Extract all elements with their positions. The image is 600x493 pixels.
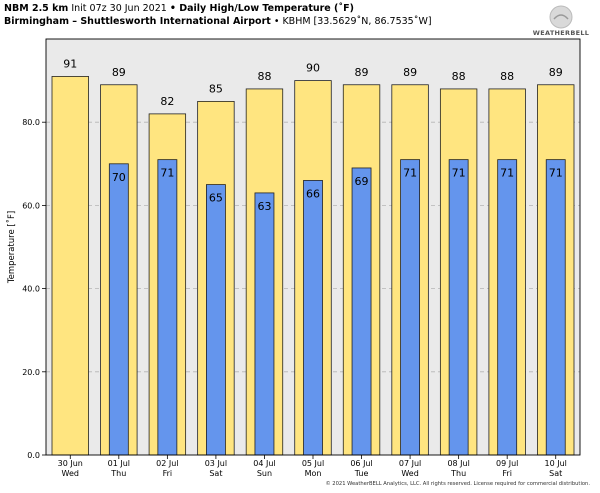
x-tick-day: Sat: [209, 469, 222, 478]
high-temp-label: 89: [549, 66, 563, 79]
high-temp-label: 88: [257, 70, 271, 83]
low-temp-bar: [400, 159, 420, 456]
low-temp-label: 71: [500, 167, 514, 180]
low-temp-bar: [206, 184, 226, 456]
x-tick-day: Mon: [305, 469, 322, 478]
x-tick-date: 10 Jul: [545, 459, 567, 468]
chart-header-line-1: NBM 2.5 km Init 07z 30 Jun 2021 • Daily …: [4, 3, 354, 14]
x-tick-date: 30 Jun: [58, 459, 83, 468]
x-tick-date: 04 Jul: [253, 459, 275, 468]
low-temp-label: 69: [355, 175, 369, 188]
x-tick-date: 06 Jul: [350, 459, 372, 468]
low-temp-bar: [448, 159, 469, 456]
low-temp-bar: [108, 163, 129, 456]
copyright-notice: © 2021 WeatherBELL Analytics, LLC. All r…: [325, 481, 590, 487]
init-time: Init 07z 30 Jun 2021: [71, 3, 167, 14]
low-temp-label: 71: [549, 167, 563, 180]
plot-frame: [45, 38, 581, 456]
x-tick-day: Wed: [62, 469, 79, 478]
low-temp-label: 70: [112, 171, 126, 184]
high-temp-label: 91: [63, 57, 77, 70]
y-tick-label: 60.0: [22, 201, 40, 210]
low-temp-label: 65: [209, 192, 223, 205]
model-name: NBM 2.5 km: [4, 3, 69, 14]
y-tick-label: 40.0: [22, 285, 40, 294]
y-tick-label: 0.0: [27, 451, 40, 460]
low-temp-label: 71: [403, 167, 417, 180]
weatherbell-logo: WEATHERBELL: [533, 5, 589, 37]
x-tick-date: 02 Jul: [156, 459, 178, 468]
low-temp-label: 71: [160, 167, 174, 180]
x-tick-day: Thu: [450, 469, 466, 478]
low-temp-bar: [157, 159, 178, 456]
high-temp-label: 88: [500, 70, 514, 83]
x-tick-date: 08 Jul: [447, 459, 469, 468]
x-tick-day: Thu: [110, 469, 126, 478]
high-temp-label: 89: [112, 66, 126, 79]
high-temp-label: 89: [403, 66, 417, 79]
low-temp-bar: [254, 192, 275, 456]
high-temp-label: 90: [306, 62, 320, 75]
x-tick-date: 01 Jul: [108, 459, 130, 468]
station-name: Birmingham – Shuttlesworth International…: [4, 16, 271, 27]
low-temp-label: 71: [452, 167, 466, 180]
y-tick-label: 80.0: [22, 118, 40, 127]
x-tick-date: 07 Jul: [399, 459, 421, 468]
product-name: • Daily High/Low Temperature (˚F): [169, 3, 354, 14]
y-tick-label: 20.0: [22, 368, 40, 377]
logo-text: WEATHERBELL: [533, 29, 589, 37]
high-temp-label: 82: [160, 95, 174, 108]
low-temp-label: 66: [306, 187, 320, 200]
chart-header-line-2: Birmingham – Shuttlesworth International…: [4, 16, 432, 27]
x-tick-day: Fri: [502, 469, 512, 478]
low-temp-bar: [497, 159, 518, 456]
high-temp-label: 88: [452, 70, 466, 83]
x-tick-date: 09 Jul: [496, 459, 518, 468]
x-tick-day: Sun: [257, 469, 272, 478]
high-temp-bar: [51, 76, 89, 456]
x-tick-day: Wed: [401, 469, 418, 478]
high-temp-label: 89: [355, 66, 369, 79]
low-temp-bar: [545, 159, 566, 456]
x-tick-date: 05 Jul: [302, 459, 324, 468]
station-coords: • KBHM [33.5629˚N, 86.7535˚W]: [273, 16, 432, 27]
x-tick-day: Fri: [163, 469, 173, 478]
x-tick-day: Tue: [354, 469, 369, 478]
low-temp-bar: [303, 180, 323, 456]
x-tick-date: 03 Jul: [205, 459, 227, 468]
y-axis-title: Temperature [˚F]: [6, 211, 17, 284]
low-temp-label: 63: [257, 200, 271, 213]
high-temp-label: 85: [209, 82, 223, 95]
low-temp-bar: [351, 167, 372, 456]
x-tick-day: Sat: [549, 469, 562, 478]
